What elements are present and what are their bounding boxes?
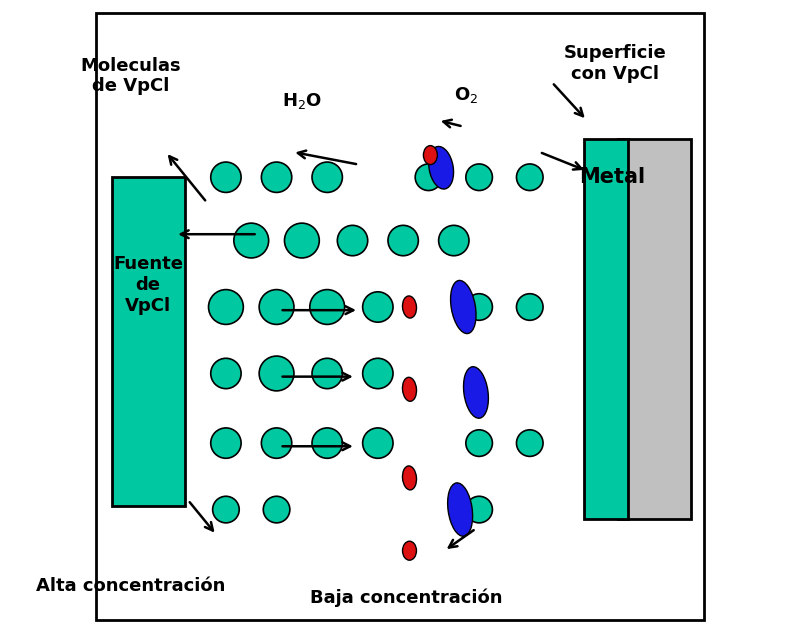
- Circle shape: [466, 430, 493, 456]
- Circle shape: [466, 164, 493, 191]
- Ellipse shape: [448, 483, 473, 536]
- Circle shape: [338, 225, 368, 256]
- Circle shape: [388, 225, 418, 256]
- Circle shape: [262, 428, 292, 458]
- Circle shape: [210, 428, 241, 458]
- Circle shape: [209, 289, 243, 325]
- Bar: [618, 139, 691, 519]
- Ellipse shape: [402, 296, 417, 318]
- Circle shape: [362, 428, 393, 458]
- Bar: [583, 139, 628, 519]
- Circle shape: [362, 358, 393, 389]
- Circle shape: [262, 162, 292, 192]
- Text: Metal: Metal: [579, 167, 645, 187]
- Ellipse shape: [402, 541, 417, 560]
- Text: Baja concentración: Baja concentración: [310, 589, 502, 608]
- Text: Fuente
de
VpCl: Fuente de VpCl: [113, 255, 183, 315]
- Circle shape: [466, 496, 493, 523]
- Text: O$_2$: O$_2$: [454, 85, 478, 105]
- Circle shape: [466, 294, 493, 320]
- Circle shape: [517, 164, 543, 191]
- Circle shape: [210, 162, 241, 192]
- Circle shape: [259, 289, 294, 325]
- Circle shape: [312, 428, 342, 458]
- Circle shape: [210, 358, 241, 389]
- Circle shape: [517, 294, 543, 320]
- Circle shape: [310, 289, 345, 325]
- Text: Alta concentración: Alta concentración: [36, 577, 226, 594]
- Ellipse shape: [463, 367, 489, 418]
- Text: H$_2$O: H$_2$O: [282, 91, 322, 111]
- Circle shape: [415, 164, 442, 191]
- Circle shape: [263, 496, 290, 523]
- Circle shape: [213, 496, 239, 523]
- Circle shape: [517, 430, 543, 456]
- Circle shape: [312, 162, 342, 192]
- Text: Superficie
con VpCl: Superficie con VpCl: [564, 44, 666, 83]
- Ellipse shape: [429, 146, 454, 189]
- Text: Moleculas
de VpCl: Moleculas de VpCl: [81, 56, 182, 96]
- Circle shape: [234, 223, 269, 258]
- Circle shape: [438, 225, 469, 256]
- Circle shape: [312, 358, 342, 389]
- Ellipse shape: [423, 146, 438, 165]
- Bar: [112, 177, 185, 506]
- Circle shape: [362, 292, 393, 322]
- Ellipse shape: [402, 466, 417, 490]
- Circle shape: [259, 356, 294, 391]
- Ellipse shape: [402, 377, 417, 401]
- Ellipse shape: [450, 280, 476, 334]
- Circle shape: [285, 223, 319, 258]
